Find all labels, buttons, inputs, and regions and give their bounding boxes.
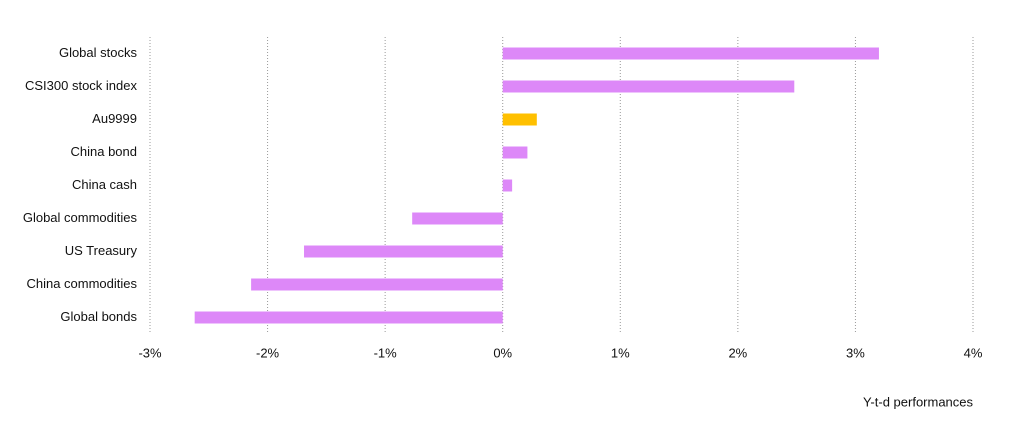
y-tick-label: China commodities: [26, 276, 137, 291]
y-tick-label: US Treasury: [65, 243, 138, 258]
x-axis-title: Y-t-d performances: [863, 394, 974, 409]
bar: [502, 47, 879, 60]
y-tick-label: CSI300 stock index: [25, 78, 138, 93]
x-tick-label: -3%: [138, 345, 162, 360]
y-tick-label: Global bonds: [60, 309, 137, 324]
x-tick-label: 0%: [493, 345, 512, 360]
bar: [194, 311, 503, 324]
x-tick-label: 3%: [846, 345, 865, 360]
x-tick-label: 2%: [728, 345, 747, 360]
x-tick-label: -1%: [374, 345, 398, 360]
bar: [502, 146, 528, 159]
y-tick-label: Au9999: [92, 111, 137, 126]
y-tick-label: Global commodities: [23, 210, 138, 225]
x-tick-label: 4%: [964, 345, 983, 360]
bar: [251, 278, 503, 291]
bar: [502, 179, 513, 192]
y-tick-label: China bond: [71, 144, 138, 159]
y-tick-label: China cash: [72, 177, 137, 192]
y-tick-label: Global stocks: [59, 45, 138, 60]
bar: [502, 113, 537, 126]
bar: [412, 212, 503, 225]
x-tick-label: -2%: [256, 345, 280, 360]
bar: [502, 80, 795, 93]
x-tick-label: 1%: [611, 345, 630, 360]
bar: [304, 245, 503, 258]
